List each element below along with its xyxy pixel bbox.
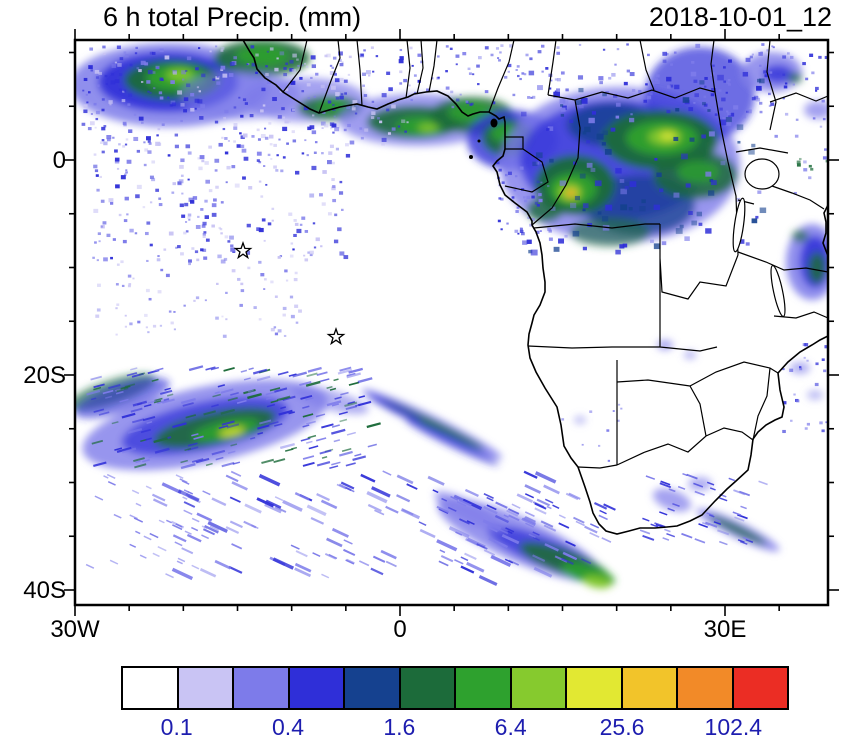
x-axis-label-30e: 30E [703,616,747,643]
lakes [732,158,786,318]
plot-title: 6 h total Precip. (mm) [103,2,362,32]
star-marker [233,241,253,260]
colorbar-label: 25.6 [599,714,645,740]
colorbar-cell [123,668,179,708]
y-axis-label-eq: 0 [52,147,66,174]
colorbar-label: 0.4 [272,714,304,740]
x-axis-label-0: 0 [393,616,407,643]
colorbar-cell [456,668,512,708]
colorbar-cell [678,668,734,708]
plot-date: 2018-10-01_12 [648,2,832,32]
y-axis-label-20s: 20S [23,362,66,389]
colorbar-labels: 0.1 0.4 1.6 6.4 25.6 102.4 [121,714,789,742]
islands [469,118,498,159]
colorbar-cell [345,668,401,708]
colorbar-cell [622,668,678,708]
star-marker [326,327,346,346]
y-axis-label-40s: 40S [23,577,66,604]
star-markers [233,241,346,346]
colorbar [121,666,789,710]
colorbar-label: 6.4 [494,714,527,740]
colorbar-cell [567,668,623,708]
colorbar-label: 102.4 [704,714,763,740]
x-axis-label-30w: 30W [50,616,100,643]
colorbar-cell [733,668,787,708]
colorbar-cell [289,668,345,708]
colorbar-cell [234,668,290,708]
precipitation-speckles [81,43,828,586]
colorbar-label: 1.6 [383,714,416,740]
country-borders [282,40,828,469]
map-frame [73,38,830,607]
axis-ticks [64,29,839,616]
colorbar-label: 0.1 [160,714,193,740]
colorbar-cell [400,668,456,708]
colorbar-cell [511,668,567,708]
coastline [242,40,828,535]
precipitation-field [75,40,828,589]
colorbar-cell [178,668,234,708]
